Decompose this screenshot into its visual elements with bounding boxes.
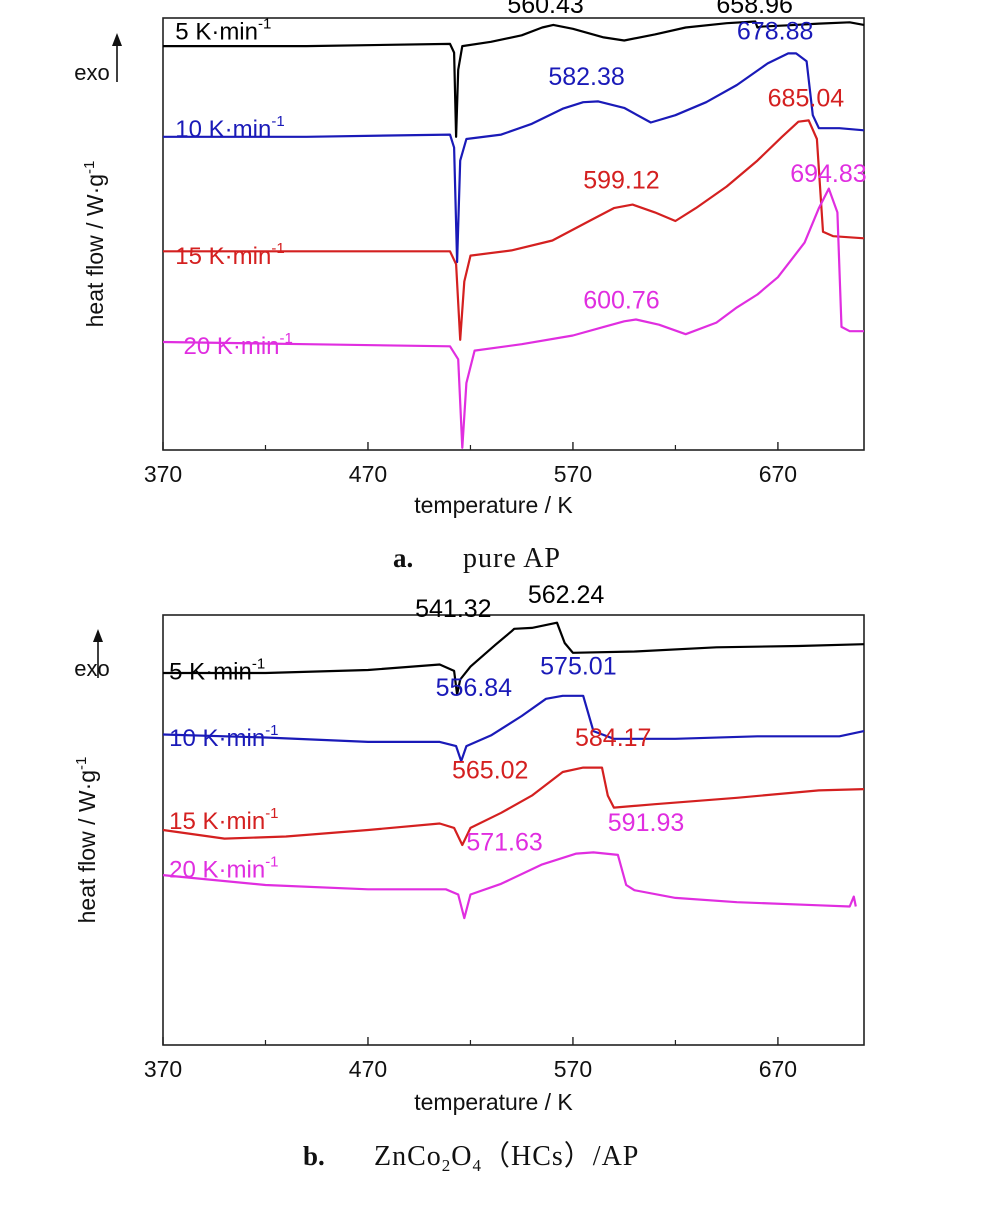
peak-label: 582.38 bbox=[548, 63, 624, 91]
caption-text: （HCs）/AP bbox=[482, 1140, 639, 1172]
series-label-superscript: -1 bbox=[258, 16, 271, 33]
series-label-text: 10 K·min bbox=[175, 116, 271, 143]
x-tick-label: 470 bbox=[349, 1056, 387, 1082]
x-tick-label: 370 bbox=[144, 1056, 182, 1082]
series-line bbox=[163, 52, 865, 264]
series-label: 15 K·min-1 bbox=[175, 240, 284, 270]
series-label-text: 15 K·min bbox=[169, 808, 265, 835]
y-axis-label: heat flow / W·g-1 bbox=[73, 757, 100, 924]
series-line bbox=[162, 694, 865, 763]
series-line bbox=[163, 119, 865, 341]
y-axis-label-text: heat flow / W·g bbox=[82, 174, 108, 327]
panel-caption-letter: a. bbox=[393, 543, 413, 573]
series-line bbox=[162, 851, 857, 920]
plot-frame bbox=[162, 17, 865, 451]
series-label-text: 20 K·min bbox=[169, 856, 265, 883]
peak-label: 560.43 bbox=[507, 0, 583, 19]
chart-panel-b: 370 470 570 670 temperature / K heat flow / W… bbox=[73, 581, 865, 1175]
x-tick-label: 370 bbox=[144, 461, 182, 487]
series-label-text: 5 K·min bbox=[169, 659, 252, 686]
x-tick-label: 570 bbox=[554, 1056, 592, 1082]
peak-label: 575.01 bbox=[540, 652, 616, 680]
chart-panel-a: 370 470 570 670 temperature / K heat flow / W… bbox=[74, 0, 866, 574]
exo-arrow-head-icon bbox=[112, 33, 122, 46]
series-line bbox=[163, 621, 865, 696]
series-label-superscript: -1 bbox=[271, 240, 284, 257]
series-label: 20 K·min-1 bbox=[183, 330, 292, 360]
series-label-superscript: -1 bbox=[265, 805, 278, 822]
caption-text: O bbox=[451, 1141, 472, 1172]
peak-label: 584.17 bbox=[575, 724, 651, 752]
x-tick-label: 570 bbox=[554, 461, 592, 487]
series-label: 15 K·min-1 bbox=[169, 805, 278, 835]
peak-label: 694.83 bbox=[790, 160, 866, 188]
caption-subscript: 2 bbox=[442, 1156, 452, 1175]
peak-label: 600.76 bbox=[583, 286, 659, 314]
y-axis-label-superscript: -1 bbox=[81, 161, 98, 174]
peak-label: 591.93 bbox=[608, 809, 684, 837]
peak-label: 556.84 bbox=[436, 674, 513, 702]
peak-label: 599.12 bbox=[583, 167, 659, 195]
series-label: 5 K·min-1 bbox=[169, 656, 265, 686]
exo-label: exo bbox=[74, 60, 109, 85]
series-label: 5 K·min-1 bbox=[175, 16, 271, 46]
series-label-superscript: -1 bbox=[265, 722, 278, 739]
series-line bbox=[162, 766, 865, 847]
caption-text: ZnCo bbox=[374, 1141, 442, 1172]
panel-caption-text: ZnCo2O4（HCs）/AP bbox=[374, 1140, 639, 1175]
series-label: 10 K·min-1 bbox=[175, 113, 284, 143]
series-label: 10 K·min-1 bbox=[169, 722, 278, 752]
peak-label: 658.96 bbox=[716, 0, 792, 19]
exo-label: exo bbox=[74, 656, 109, 681]
series-label-superscript: -1 bbox=[271, 113, 284, 130]
series-label-superscript: -1 bbox=[280, 330, 293, 347]
x-tick-label: 470 bbox=[349, 461, 387, 487]
peak-label: 565.02 bbox=[452, 756, 528, 784]
series-label: 20 K·min-1 bbox=[169, 853, 278, 883]
exo-arrow-head-icon bbox=[93, 629, 103, 642]
series-label-text: 20 K·min bbox=[183, 333, 279, 360]
x-tick-label: 670 bbox=[759, 1056, 797, 1082]
x-tick-label: 670 bbox=[759, 461, 797, 487]
x-axis-label: temperature / K bbox=[414, 492, 573, 518]
panel-caption-letter: b. bbox=[303, 1141, 325, 1171]
panel-caption-text: pure AP bbox=[463, 543, 561, 574]
series-label-text: 15 K·min bbox=[175, 243, 271, 270]
peak-label: 571.63 bbox=[466, 829, 542, 857]
series-label-text: 5 K·min bbox=[175, 19, 258, 46]
peak-label: 678.88 bbox=[737, 18, 813, 46]
x-axis-label: temperature / K bbox=[414, 1089, 573, 1115]
y-axis-label: heat flow / W·g-1 bbox=[81, 161, 108, 328]
caption-text: pure AP bbox=[463, 543, 561, 574]
y-axis-label-text: heat flow / W·g bbox=[74, 770, 100, 923]
y-axis-label-superscript: -1 bbox=[73, 757, 90, 770]
series-label-superscript: -1 bbox=[252, 656, 265, 673]
peak-label: 685.04 bbox=[768, 85, 845, 113]
caption-subscript: 4 bbox=[473, 1156, 483, 1175]
series-label-text: 10 K·min bbox=[169, 725, 265, 752]
series-line bbox=[163, 20, 865, 138]
peak-label: 562.24 bbox=[528, 581, 605, 609]
series-line bbox=[162, 187, 864, 449]
peak-label: 541.32 bbox=[415, 595, 491, 623]
series-label-superscript: -1 bbox=[265, 853, 278, 870]
